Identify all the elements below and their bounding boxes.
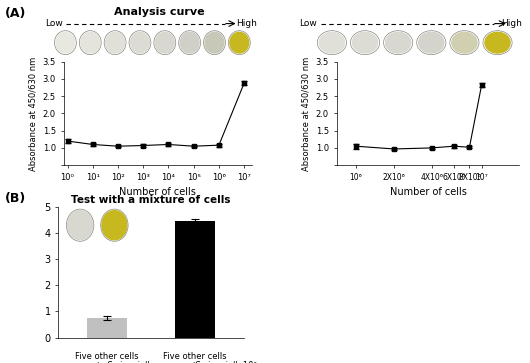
Text: Scrippsiella: Scrippsiella xyxy=(107,361,155,363)
Text: High: High xyxy=(236,19,257,28)
Title: Test with a mixture of cells: Test with a mixture of cells xyxy=(72,195,231,205)
Text: (B): (B) xyxy=(5,192,26,205)
Text: w/o: w/o xyxy=(90,361,107,363)
Circle shape xyxy=(386,32,411,53)
Circle shape xyxy=(81,32,100,53)
Circle shape xyxy=(205,32,224,53)
Circle shape xyxy=(352,32,377,53)
X-axis label: Number of cells: Number of cells xyxy=(390,187,466,197)
Text: Five other cells: Five other cells xyxy=(163,352,227,361)
Circle shape xyxy=(419,32,444,53)
Text: Five other cells: Five other cells xyxy=(75,352,139,361)
Text: Scrippsiella10⁷: Scrippsiella10⁷ xyxy=(195,361,258,363)
Text: Low: Low xyxy=(299,19,317,28)
Bar xyxy=(175,221,215,338)
Circle shape xyxy=(485,32,510,53)
Circle shape xyxy=(155,32,174,53)
Circle shape xyxy=(319,32,344,53)
X-axis label: Number of cells: Number of cells xyxy=(119,187,196,197)
Text: (A): (A) xyxy=(5,7,26,20)
Circle shape xyxy=(452,32,477,53)
Text: w/: w/ xyxy=(186,361,195,363)
Y-axis label: Absorbance at 450/630 nm: Absorbance at 450/630 nm xyxy=(301,56,310,171)
Circle shape xyxy=(130,32,149,53)
Text: Analysis curve: Analysis curve xyxy=(114,7,204,17)
Text: High: High xyxy=(501,19,522,28)
Y-axis label: Absorbance at 450/630 nm: Absorbance at 450/630 nm xyxy=(28,56,37,171)
Circle shape xyxy=(105,32,125,53)
Text: Low: Low xyxy=(45,19,63,28)
Circle shape xyxy=(180,32,199,53)
Circle shape xyxy=(230,32,249,53)
Circle shape xyxy=(56,32,75,53)
Bar xyxy=(87,318,127,338)
